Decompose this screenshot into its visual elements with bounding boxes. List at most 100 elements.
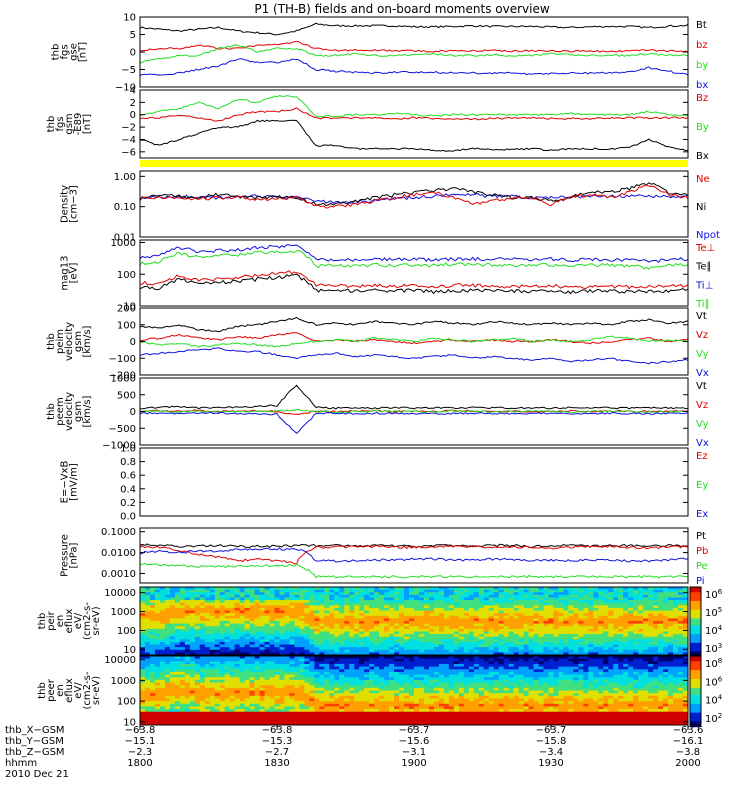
series-p8-Pi (139, 547, 689, 563)
panel-p4: 1000 100 10 mag13[eV] Te⊥ Te∥ Ti⊥ Ti∥ (60, 238, 716, 312)
y-axis-label: gse (69, 43, 80, 61)
legend-p3-1: Ni (696, 202, 706, 213)
spacecraft-status-bar (140, 160, 688, 167)
series-p8-Pb (139, 544, 689, 565)
panel-p6: 1000 500 0 −500 −1000 thbpeemvelocitygsm[km/s… (46, 374, 709, 452)
legend-p7-2: Ex (696, 509, 708, 520)
legend-p8-3: Pi (696, 576, 705, 587)
spectrogram-p9 (140, 587, 689, 656)
axis-value: −15.3 (262, 736, 293, 747)
axis-value: −2.3 (128, 747, 152, 758)
legend-p3-0: Ne (696, 174, 710, 185)
y-tick-label: 10 (123, 645, 136, 656)
axis-row-label: thb_X−GSM (5, 725, 65, 736)
colorbar-tick-label: 105 (705, 606, 722, 619)
y-axis-label: peer (46, 678, 57, 702)
colorbar-tick-label: 106 (705, 675, 723, 688)
y-axis-label: [nPa] (69, 542, 80, 568)
legend-p6-1: Vz (696, 400, 708, 411)
legend-p5-2: Vy (696, 349, 709, 360)
y-axis-label: Pressure (60, 534, 71, 577)
y-tick-label: 1.00 (114, 172, 136, 183)
y-axis-label: eflux (64, 678, 75, 703)
panel-frame-p7 (139, 447, 689, 517)
y-axis-label: [km/s] (82, 395, 93, 427)
legend-p6-3: Vx (696, 438, 709, 449)
y-axis-label: thb (46, 403, 57, 420)
axis-value: 1800 (127, 758, 152, 769)
y-tick-label: 100 (117, 320, 136, 331)
colorbar-tick-label: 103 (705, 642, 722, 655)
y-tick-label: −500 (109, 424, 136, 435)
y-tick-label: 10000 (104, 655, 136, 666)
panel-p3: 1.00 0.10 0.01 Density[cm−3] Ne Ni Npot (60, 170, 720, 244)
axis-value: −63.8 (262, 725, 293, 736)
y-tick-label: 2 (130, 98, 136, 109)
axis-value: −3.4 (539, 747, 563, 758)
legend-p4-1: Te∥ (695, 262, 712, 273)
series-p6-Vy (139, 409, 689, 414)
y-tick-label: −100 (109, 354, 136, 365)
colorbar-tick-label: 106 (705, 588, 723, 601)
y-tick-label: 1000 (111, 607, 136, 618)
y-tick-label: 10 (123, 717, 136, 728)
series-p1-bx (139, 58, 689, 77)
series-p5-Vx (139, 347, 689, 365)
y-tick-label: −2 (121, 123, 136, 134)
series-p8-Pe (139, 562, 689, 579)
y-axis-label: thb (46, 116, 57, 133)
axis-row-label: hhmm (5, 758, 37, 769)
legend-p5-1: Vz (696, 330, 708, 341)
series-p4-Ti∥ (139, 249, 689, 270)
y-axis-label: [nT] (78, 42, 89, 62)
panel-p5: 2001000−100−200thbpeimvelocitygsm[km/s]V… (46, 304, 709, 382)
colorbar-tick-label: 104 (705, 624, 723, 637)
legend-p4-2: Ti⊥ (695, 280, 713, 291)
y-axis-label: gsm (64, 113, 75, 134)
axis-row-label: thb_Z−GSM (5, 747, 65, 758)
axis-value: −63.7 (399, 725, 430, 736)
y-axis-label: peim (55, 329, 66, 354)
y-tick-label: 0 (130, 337, 136, 348)
panel-p8: 0.1000 0.0100 0.0010 Pressure[nPa] Pt Pb Pe Pi (60, 527, 709, 587)
y-tick-label: 100 (117, 626, 136, 637)
colorbar-tick-label: 108 (705, 657, 722, 670)
legend-p5-0: Vt (696, 311, 707, 322)
series-p2-Bz (139, 107, 689, 122)
y-axis-label: gsm (73, 401, 84, 422)
legend-p8-0: Pt (696, 531, 706, 542)
legend-p6-0: Vt (696, 381, 707, 392)
y-tick-label: −6 (121, 147, 136, 158)
y-axis-label: velocity (64, 392, 75, 431)
y-tick-label: 100 (117, 697, 136, 708)
y-tick-label: 0.0010 (101, 569, 136, 580)
y-tick-label: 0.10 (114, 202, 136, 213)
y-axis-label: velocity (64, 322, 75, 361)
series-p5-Vz (139, 332, 689, 345)
y-tick-label: 200 (117, 304, 136, 315)
panel-frame-p8 (139, 527, 689, 584)
y-tick-label: 0.1000 (101, 527, 136, 538)
y-axis-label: peem (55, 397, 66, 425)
chart-title: P1 (TH-B) fields and on-board moments ov… (254, 2, 550, 16)
axis-value: −3.1 (402, 747, 426, 758)
axis-value: −63.8 (125, 725, 156, 736)
y-axis-label: -E89 (73, 113, 84, 136)
y-axis-label: [km/s] (82, 325, 93, 357)
y-axis-label: eV/ (73, 612, 84, 629)
y-tick-label: 1000 (111, 374, 136, 385)
legend-p6-2: Vy (696, 419, 709, 430)
y-tick-label: 5 (130, 30, 136, 41)
y-tick-label: −5 (121, 65, 136, 76)
axis-value: −15.8 (536, 736, 567, 747)
series-p4-Te∥ (139, 273, 689, 295)
series-p6-Vx (139, 411, 689, 434)
panel-p9: 106 105 104 103 10000 1000 100 10 thbpeireneflux… (37, 586, 723, 658)
y-tick-label: 0.01 (114, 233, 136, 244)
y-tick-label: −4 (121, 135, 136, 146)
series-p1-Bt (139, 22, 689, 36)
series-p1-by (139, 44, 689, 64)
y-axis-label: fgs (60, 44, 71, 59)
